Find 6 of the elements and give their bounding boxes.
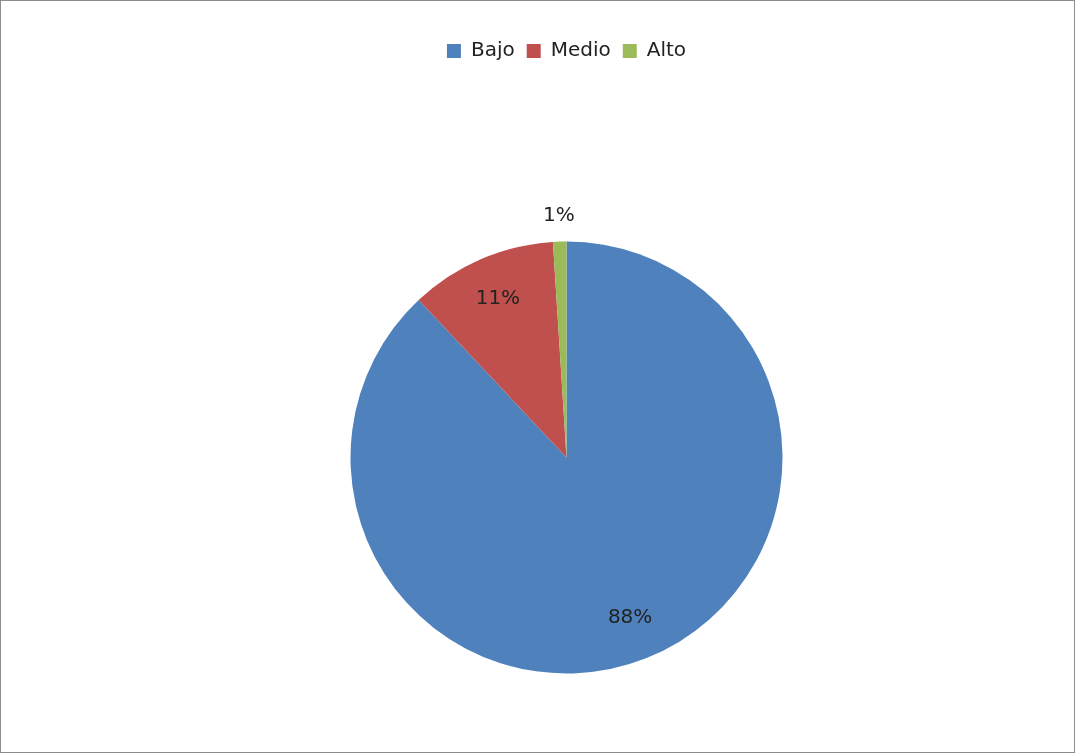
legend-label: Alto xyxy=(646,37,687,62)
data-label: 88% xyxy=(607,604,653,629)
legend-label: Medio xyxy=(550,37,611,62)
data-label: 1% xyxy=(543,201,575,226)
data-label: 11% xyxy=(475,285,521,310)
legend-label: Bajo xyxy=(470,37,515,62)
